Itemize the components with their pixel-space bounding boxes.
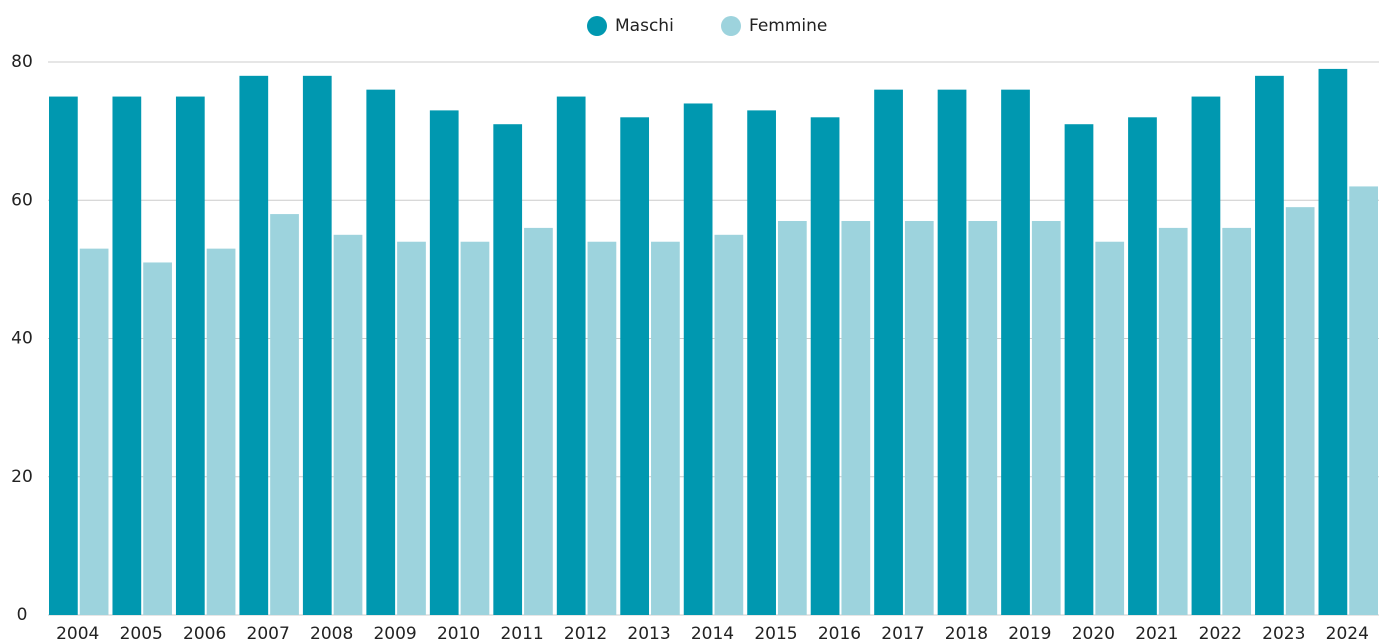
legend-swatch xyxy=(721,16,741,36)
bar xyxy=(1064,124,1094,616)
y-tick-label: 0 xyxy=(17,605,28,625)
bar xyxy=(1095,241,1125,615)
bar xyxy=(1128,117,1157,616)
bar xyxy=(1158,227,1188,615)
bar xyxy=(1349,186,1378,616)
bar xyxy=(333,234,363,615)
bar xyxy=(524,227,553,615)
bar xyxy=(651,241,680,615)
legend-label: Maschi xyxy=(615,16,674,36)
y-tick-label: 80 xyxy=(11,52,33,72)
bar xyxy=(493,124,523,616)
bar xyxy=(1318,68,1348,616)
bar xyxy=(175,96,205,615)
bar xyxy=(683,103,713,615)
x-tick-label: 2015 xyxy=(754,624,797,642)
bar xyxy=(937,89,967,615)
bar xyxy=(1191,96,1221,615)
x-tick-label: 2010 xyxy=(437,624,480,642)
x-tick-label: 2005 xyxy=(120,624,163,642)
bar xyxy=(143,262,172,615)
x-tick-label: 2011 xyxy=(500,624,543,642)
bar xyxy=(620,117,650,616)
bar xyxy=(239,75,269,615)
y-tick-label: 40 xyxy=(11,329,33,349)
bar xyxy=(1031,220,1061,616)
legend-label: Femmine xyxy=(749,16,827,36)
bar xyxy=(1285,207,1315,615)
x-tick-label: 2014 xyxy=(691,624,734,642)
y-tick-label: 20 xyxy=(11,467,33,487)
legend-swatch xyxy=(587,16,607,36)
bar xyxy=(1255,75,1284,615)
bar xyxy=(270,214,299,615)
x-tick-label: 2023 xyxy=(1262,624,1305,642)
x-tick-label: 2024 xyxy=(1326,624,1369,642)
x-tick-label: 2009 xyxy=(373,624,416,642)
bar xyxy=(1001,89,1030,615)
x-tick-label: 2007 xyxy=(247,624,290,642)
x-tick-label: 2019 xyxy=(1008,624,1051,642)
x-tick-label: 2018 xyxy=(945,624,988,642)
bar xyxy=(206,248,236,615)
x-tick-label: 2022 xyxy=(1199,624,1242,642)
bar xyxy=(79,248,109,615)
bar xyxy=(968,220,998,616)
x-tick-label: 2004 xyxy=(56,624,99,642)
bar xyxy=(1222,227,1252,615)
bar xyxy=(429,110,459,615)
x-tick-label: 2017 xyxy=(881,624,924,642)
x-tick-label: 2013 xyxy=(627,624,670,642)
x-tick-label: 2008 xyxy=(310,624,353,642)
bar xyxy=(460,241,490,615)
bar xyxy=(841,220,871,616)
bar xyxy=(556,96,586,615)
y-tick-label: 60 xyxy=(11,190,33,210)
bar xyxy=(112,96,142,615)
x-tick-label: 2016 xyxy=(818,624,861,642)
bar xyxy=(747,110,776,615)
bar xyxy=(904,220,934,616)
bar xyxy=(714,234,744,615)
bar xyxy=(397,241,426,615)
bar xyxy=(302,75,332,615)
bar xyxy=(587,241,617,615)
x-tick-label: 2021 xyxy=(1135,624,1178,642)
bar xyxy=(810,117,840,616)
bar xyxy=(874,89,903,615)
x-tick-label: 2006 xyxy=(183,624,226,642)
bar xyxy=(49,96,78,615)
bar xyxy=(366,89,396,615)
x-tick-label: 2012 xyxy=(564,624,607,642)
x-tick-label: 2020 xyxy=(1072,624,1115,642)
bar xyxy=(777,220,807,616)
